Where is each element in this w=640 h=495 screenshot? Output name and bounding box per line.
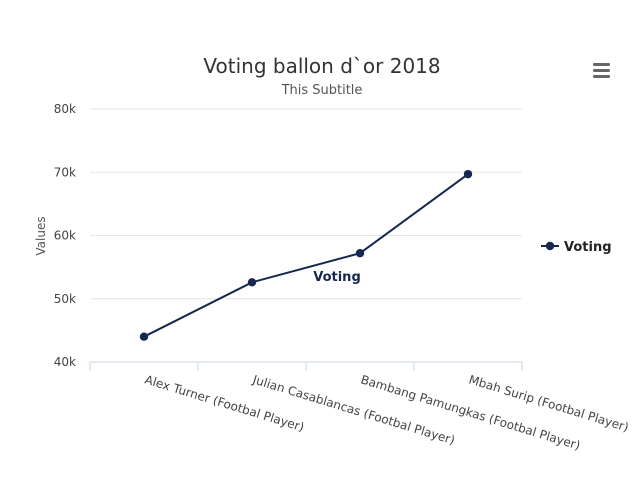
x-axis: Alex Turner (Footbal Player)Julian Casab… xyxy=(89,361,630,453)
y-tick-label: 70k xyxy=(54,165,76,179)
x-tick-label: Julian Casablancas (Footbal Player) xyxy=(250,372,456,447)
legend-item-voting[interactable]: Voting xyxy=(541,240,612,255)
y-tick-label: 60k xyxy=(54,229,76,243)
series-data-label: Voting xyxy=(313,270,361,285)
series-voting[interactable] xyxy=(139,169,473,341)
y-axis-label: Values xyxy=(34,216,48,255)
y-axis-ticks: 40k 50k 60k 70k 80k xyxy=(54,102,76,369)
data-point[interactable] xyxy=(355,249,365,258)
data-point[interactable] xyxy=(139,332,149,341)
y-tick-label: 80k xyxy=(54,102,76,116)
data-point[interactable] xyxy=(247,278,257,287)
gridlines xyxy=(90,108,522,300)
y-tick-label: 50k xyxy=(54,292,76,306)
series-line xyxy=(143,173,469,338)
chart-subtitle: This Subtitle xyxy=(281,83,363,98)
chart-title: Voting ballon d`or 2018 xyxy=(203,54,440,78)
data-point[interactable] xyxy=(463,169,473,179)
y-tick-label: 40k xyxy=(54,355,76,369)
legend-marker-icon xyxy=(545,241,555,251)
hamburger-menu-icon[interactable] xyxy=(590,60,614,80)
legend-label: Voting xyxy=(564,240,612,255)
